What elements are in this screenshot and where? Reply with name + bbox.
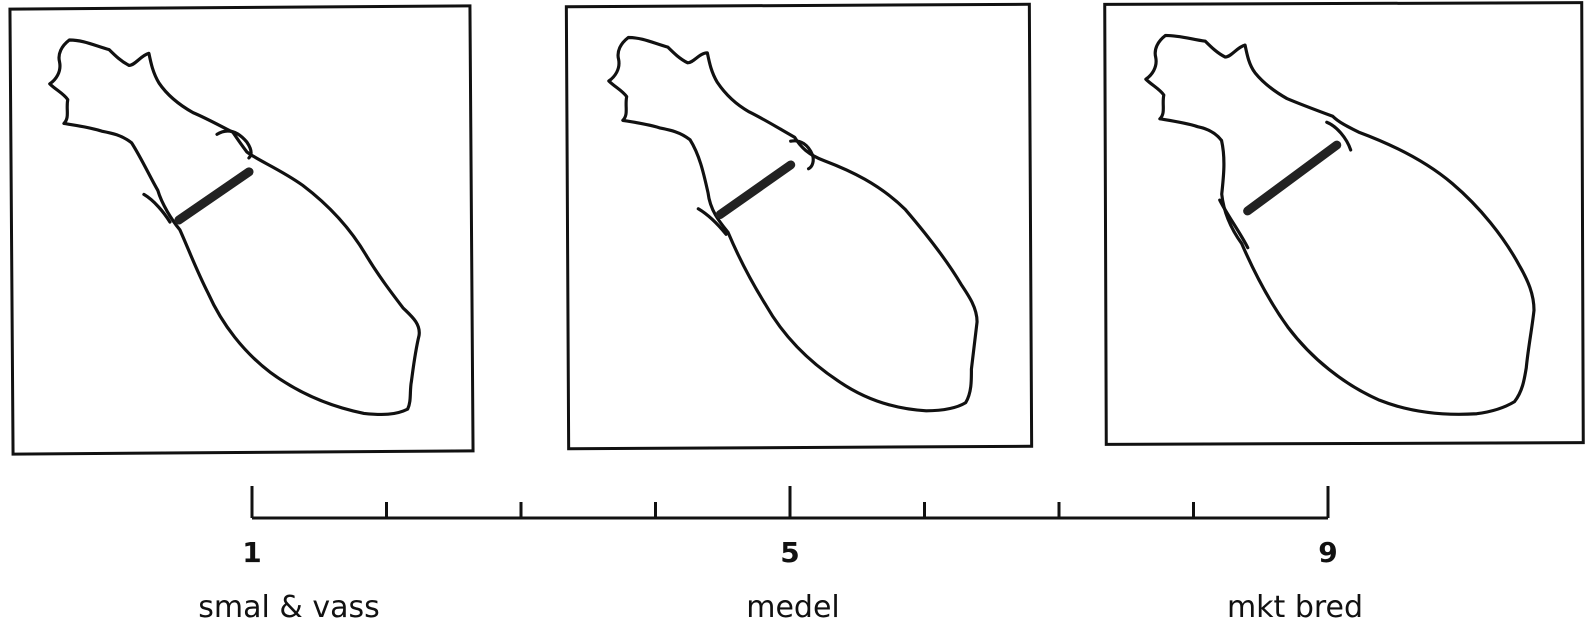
width-marker <box>1243 140 1342 216</box>
udder-panel-score-1 <box>8 4 475 456</box>
cow-rear-outline-medium <box>607 35 979 413</box>
width-marker <box>715 160 796 220</box>
udder-panel-score-5 <box>564 2 1034 451</box>
scale-label-5: 5 <box>780 536 799 569</box>
udder-panel-score-9 <box>1103 1 1585 446</box>
caption-medium: medel <box>746 590 840 625</box>
cow-rear-outline-narrow <box>48 38 421 417</box>
score-scale: 1 5 9 <box>242 486 1338 569</box>
caption-narrow: smal & vass <box>198 590 380 625</box>
scale-label-9: 9 <box>1318 536 1337 569</box>
cow-rear-outline-wide <box>1144 33 1536 416</box>
score-scale-axis: 1 5 9 <box>242 486 1338 569</box>
width-marker <box>174 167 254 225</box>
scale-label-1: 1 <box>242 536 261 569</box>
caption-wide: mkt bred <box>1226 590 1364 625</box>
